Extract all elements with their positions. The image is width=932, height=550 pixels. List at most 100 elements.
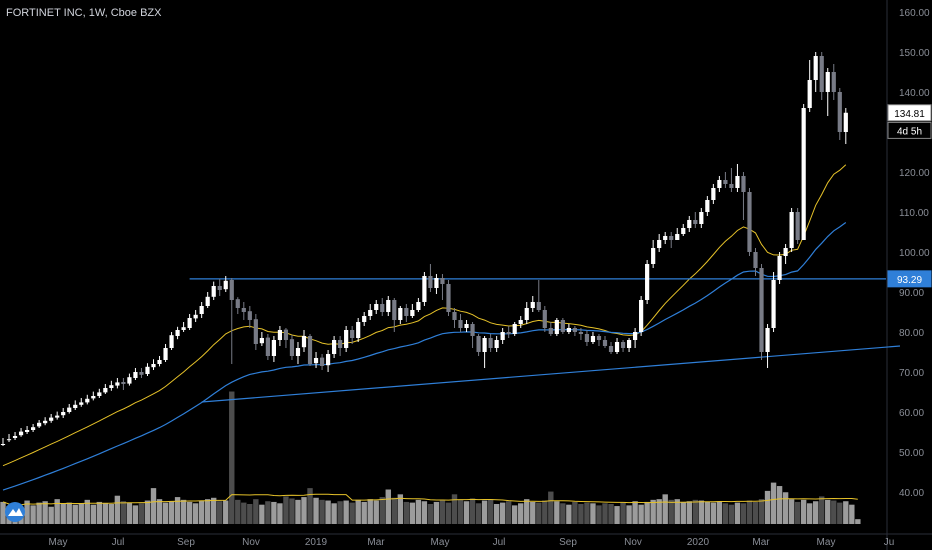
candle-body: [837, 92, 842, 132]
volume-bar: [578, 503, 584, 524]
candle-body: [307, 336, 313, 364]
price-tick-label: 50.00: [899, 448, 924, 459]
volume-bar: [831, 500, 837, 524]
candle-body: [584, 334, 590, 342]
candle-body: [127, 377, 132, 384]
candle-body: [669, 236, 674, 240]
volume-bar: [90, 504, 96, 524]
candle-body: [235, 299, 240, 308]
candle-body: [356, 322, 361, 338]
hline-price-badge-bg: [887, 270, 932, 288]
volume-bar: [198, 500, 205, 524]
volume-bar: [277, 503, 283, 524]
candle-body: [362, 316, 367, 322]
volume-bar: [463, 501, 470, 524]
volume-bar: [409, 502, 416, 524]
volume-bar: [680, 501, 686, 524]
candle-body: [338, 340, 343, 348]
candle-body: [554, 320, 559, 334]
candle-body: [193, 314, 198, 319]
volume-bar: [385, 489, 391, 524]
candle-body: [464, 324, 469, 328]
volume-bar: [253, 499, 259, 524]
volume-bar: [819, 496, 825, 524]
time-tick-label: Mar: [367, 537, 385, 548]
time-tick-label: Sep: [177, 537, 195, 548]
volume-bar: [788, 499, 795, 524]
volume-bar: [843, 501, 849, 524]
volume-bar: [30, 505, 36, 524]
candle-body: [277, 330, 283, 340]
price-tick-label: 80.00: [899, 328, 924, 339]
time-tick-label: Mar: [752, 537, 770, 548]
candle-body: [61, 412, 66, 416]
volume-bar: [192, 503, 199, 524]
volume-bar: [126, 502, 133, 524]
candle-body: [380, 304, 385, 312]
volume-bar: [60, 503, 66, 524]
volume-bar: [301, 497, 307, 524]
volume-bar: [806, 503, 813, 524]
candle-body: [645, 264, 650, 300]
candle-body: [446, 284, 451, 312]
candle-body: [657, 240, 662, 248]
volume-bar: [662, 494, 668, 524]
volume-bar: [337, 501, 343, 524]
volume-bar: [620, 502, 626, 524]
candle-body: [187, 318, 192, 328]
candle-body: [777, 256, 782, 280]
volume-bar: [536, 502, 542, 524]
volume-bar: [84, 499, 90, 524]
candle-body: [85, 398, 90, 403]
volume-bar: [48, 506, 54, 524]
volume-bar: [217, 501, 223, 524]
candle-body: [241, 308, 246, 312]
volume-bar: [186, 501, 193, 524]
candle-body: [223, 280, 228, 290]
candle-body: [608, 346, 614, 352]
volume-bar: [837, 502, 843, 524]
volume-bar: [518, 503, 524, 524]
volume-bar: [361, 501, 367, 524]
volume-bar: [156, 499, 163, 524]
volume-bar: [674, 499, 680, 524]
candle-body: [476, 336, 481, 352]
candle-body: [578, 332, 584, 334]
candle-body: [43, 420, 48, 424]
volume-bar: [698, 500, 705, 524]
volume-bar: [150, 488, 157, 524]
volume-bar: [427, 503, 434, 524]
candle-body: [620, 342, 626, 348]
candle-body: [133, 372, 138, 378]
volume-bar: [241, 502, 247, 524]
volume-bar: [120, 501, 127, 524]
volume-bar: [247, 503, 253, 524]
volume-bar: [223, 500, 229, 524]
volume-bar: [614, 506, 620, 524]
volume-bar: [487, 499, 494, 524]
candle-body: [530, 302, 535, 308]
candle-body: [416, 302, 421, 310]
candle-body: [404, 308, 409, 316]
candle-body: [639, 300, 644, 332]
volume-bar: [229, 391, 235, 524]
candle-body: [67, 407, 72, 412]
candle-body: [717, 180, 722, 188]
countdown-badge-bg: [887, 121, 932, 139]
volume-bar: [54, 499, 60, 524]
volume-bar: [794, 501, 801, 524]
volume-bar: [800, 499, 807, 524]
price-tick-label: 140.00: [899, 88, 930, 99]
volume-bar: [78, 503, 84, 524]
candle-body: [542, 310, 547, 328]
candle-body: [115, 382, 120, 386]
time-tick-label: May: [49, 537, 68, 548]
volume-bar: [608, 503, 614, 524]
candle-body: [344, 330, 349, 348]
candle-body: [332, 340, 337, 354]
volume-bar: [325, 500, 331, 524]
volume-bar: [770, 482, 777, 524]
volume-bar: [289, 498, 295, 524]
volume-bar: [445, 502, 452, 524]
